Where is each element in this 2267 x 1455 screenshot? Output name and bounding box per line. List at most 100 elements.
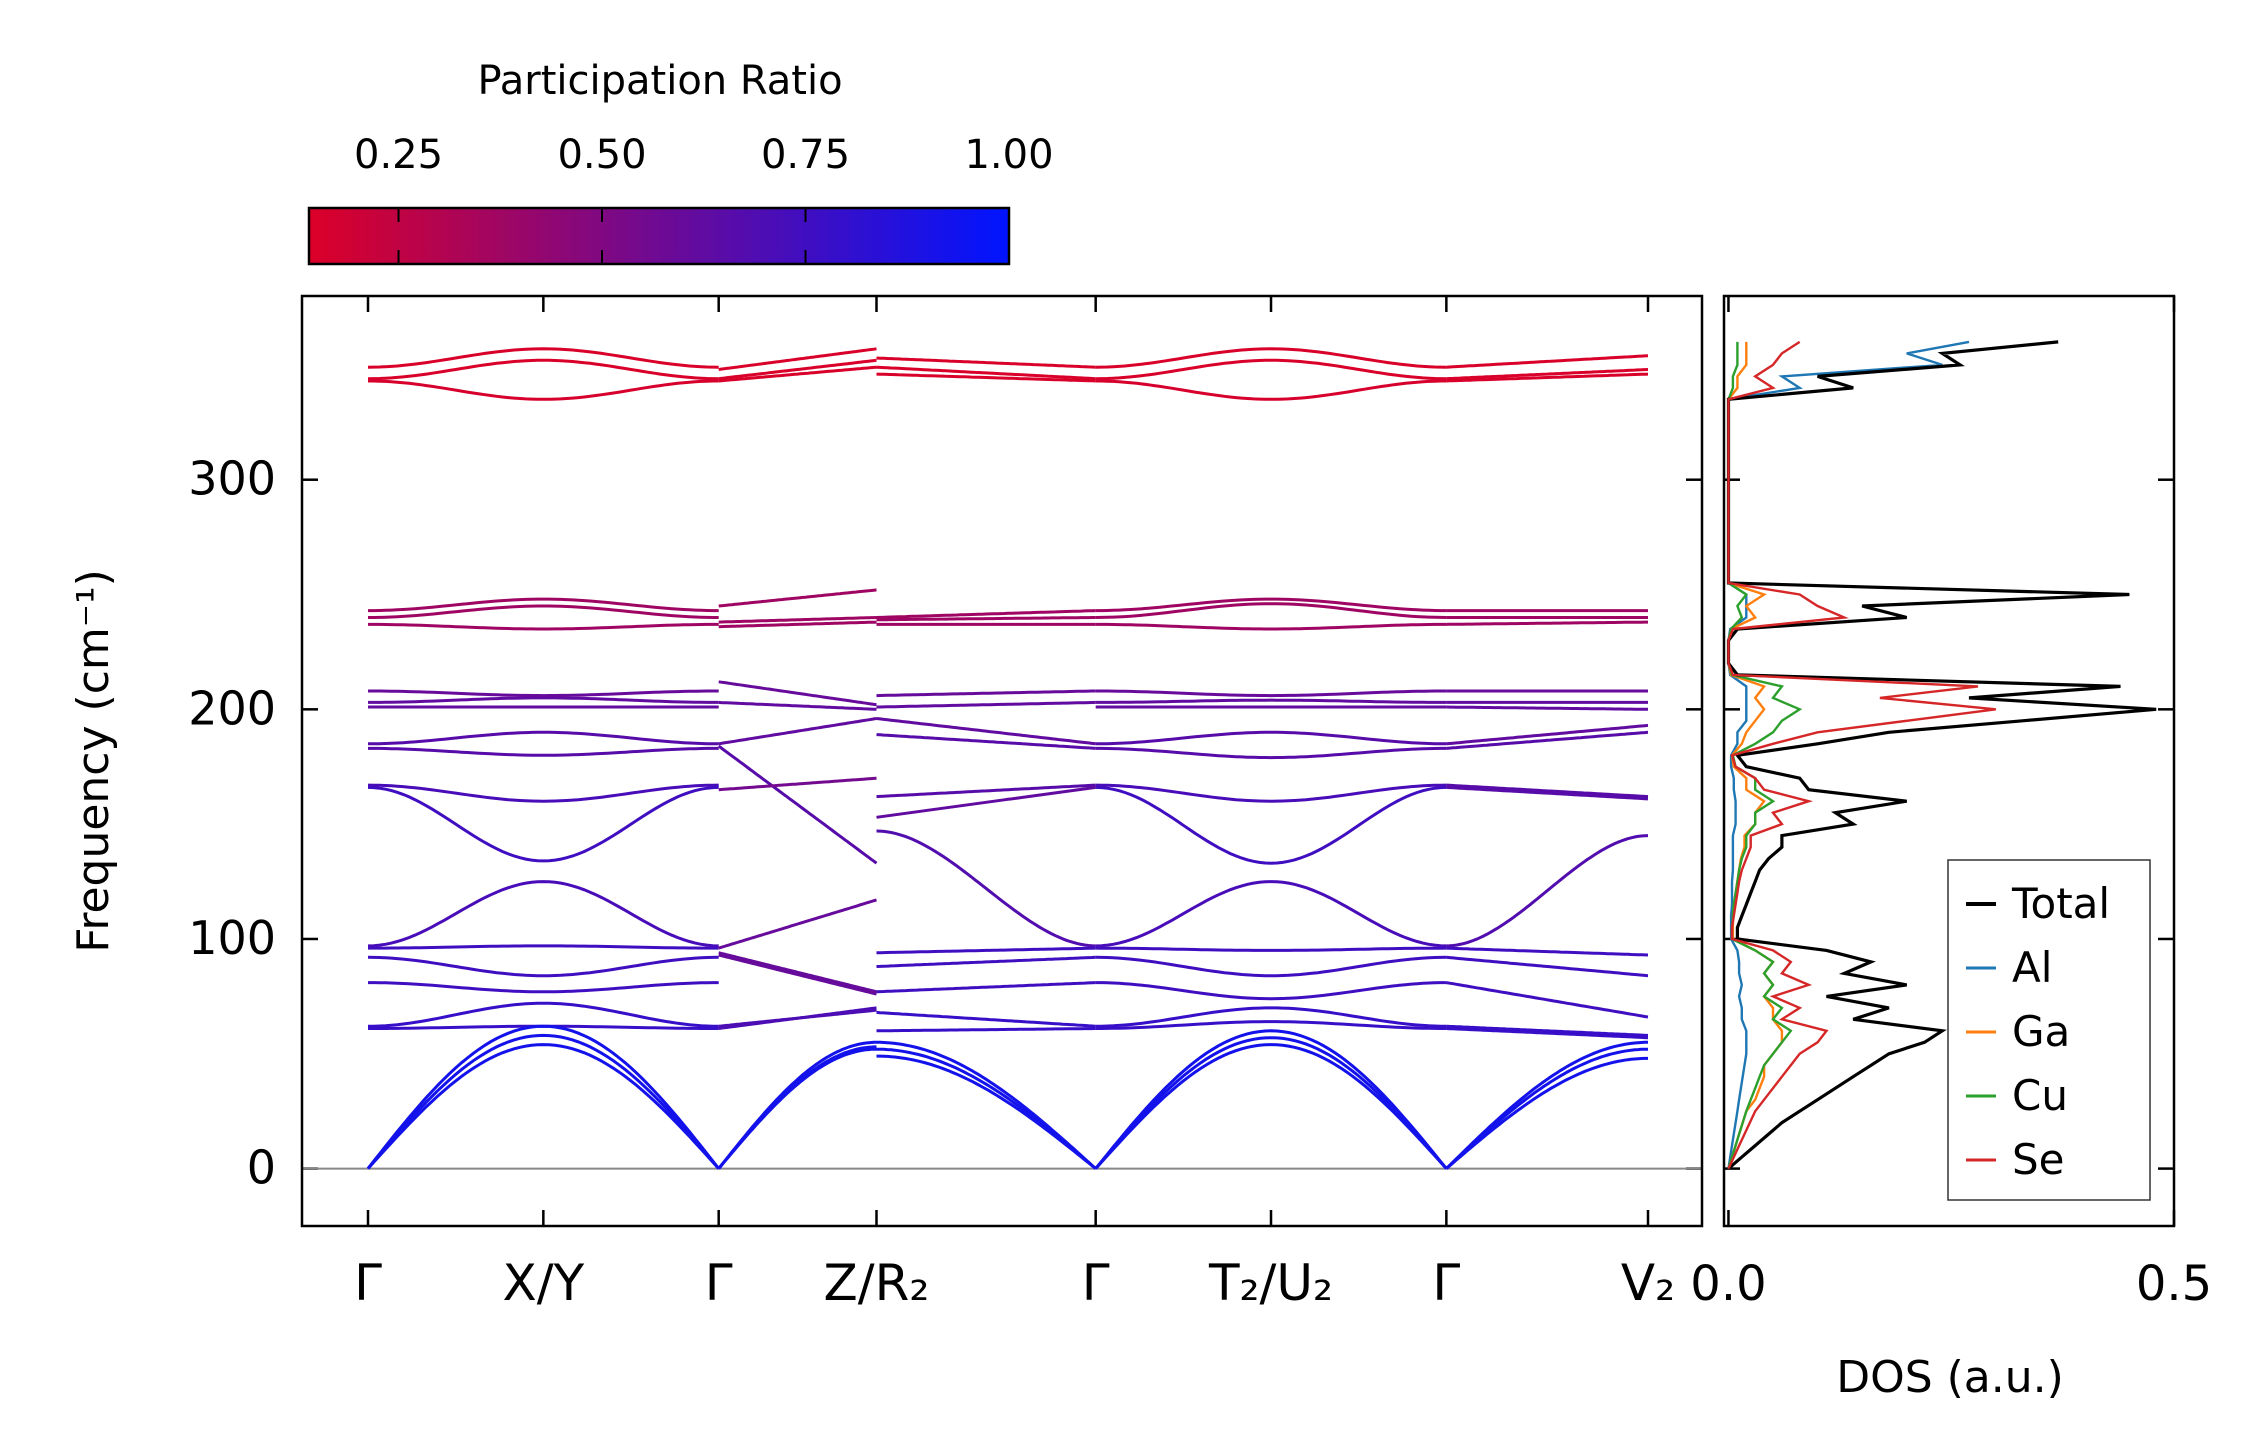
phonon-band bbox=[1446, 730, 1649, 750]
phonon-band bbox=[1095, 880, 1447, 948]
phonon-band bbox=[1446, 1024, 1649, 1037]
phonon-band bbox=[1094, 1029, 1448, 1170]
phonon-band bbox=[1095, 698, 1447, 704]
phonon-band bbox=[368, 981, 719, 994]
phonon-band bbox=[368, 379, 719, 401]
phonon-band bbox=[876, 372, 1096, 383]
phonon-band bbox=[876, 616, 1096, 622]
dos-panel-frame bbox=[1722, 294, 2176, 1228]
phonon-band bbox=[1095, 689, 1447, 698]
phonon-band bbox=[876, 946, 1096, 955]
phonon-band bbox=[1446, 354, 1649, 369]
phonon-band bbox=[1095, 946, 1447, 952]
phonon-band bbox=[876, 700, 1096, 709]
y-tick-label: 0 bbox=[247, 1141, 276, 1195]
kpath-label: T₂/U₂ bbox=[1208, 1254, 1333, 1312]
phonon-band bbox=[718, 620, 877, 629]
phonon-band bbox=[718, 717, 877, 746]
phonon-band bbox=[367, 783, 719, 803]
phonon-band bbox=[1445, 1047, 1648, 1170]
colorbar-gradient bbox=[307, 206, 1011, 266]
kpath-label: Z/R₂ bbox=[824, 1254, 930, 1312]
phonon-band bbox=[1095, 955, 1447, 978]
band-structure-panel: 0 100 200 300 Γ X/Y Γ Z/R₂ Γ T₂/U₂ Γ V₂ Frequency … bbox=[68, 294, 1704, 1312]
phonon-band bbox=[718, 588, 877, 608]
phonon-band bbox=[367, 955, 719, 978]
band-segment bbox=[717, 347, 878, 1170]
band-segment bbox=[366, 347, 720, 1170]
phonon-band bbox=[717, 1045, 877, 1170]
phonon-band bbox=[367, 880, 719, 948]
phonon-band bbox=[368, 746, 719, 757]
phonon-band bbox=[1095, 981, 1447, 1001]
phonon-band bbox=[718, 680, 877, 707]
phonon-band bbox=[368, 944, 719, 950]
phonon-band bbox=[876, 829, 1096, 948]
phonon-band bbox=[876, 1027, 1096, 1033]
band-panel-frame bbox=[300, 294, 1704, 1228]
phonon-band bbox=[876, 1010, 1096, 1028]
band-segment bbox=[1094, 347, 1448, 1170]
phonon-band bbox=[1095, 597, 1447, 613]
phonon-band bbox=[366, 1043, 720, 1170]
phonon-band bbox=[718, 951, 877, 994]
phonon-band bbox=[1095, 730, 1447, 746]
band-segment bbox=[876, 356, 1097, 1170]
phonon-band bbox=[718, 347, 877, 371]
phonon-band bbox=[367, 347, 719, 369]
phonon-band bbox=[368, 696, 719, 704]
colorbar: Participation Ratio 0.25 0.50 0.75 1.00 bbox=[307, 58, 1054, 266]
phonon-band bbox=[718, 898, 877, 950]
colorbar-tick-label: 1.00 bbox=[964, 132, 1053, 178]
phonon-band bbox=[1095, 622, 1447, 631]
phonon-band bbox=[1446, 955, 1649, 978]
phonon-band bbox=[876, 733, 1096, 750]
phonon-band bbox=[718, 1006, 877, 1030]
phonon-band bbox=[1446, 372, 1649, 383]
phonon-band bbox=[1095, 347, 1447, 369]
phonon-band bbox=[1095, 746, 1447, 760]
phonon-band bbox=[1446, 981, 1649, 1019]
phonon-band bbox=[1095, 358, 1447, 381]
y-tick-label: 300 bbox=[188, 452, 276, 506]
kpath-label: X/Y bbox=[503, 1254, 585, 1312]
phonon-band bbox=[718, 776, 877, 792]
phonon-band bbox=[1446, 783, 1649, 799]
dos-curve-se bbox=[1727, 340, 1996, 1170]
colorbar-label: Participation Ratio bbox=[477, 58, 842, 104]
phonon-band bbox=[876, 717, 1096, 746]
band-segment bbox=[1445, 354, 1649, 1170]
phonon-band bbox=[1446, 620, 1648, 626]
colorbar-ticks bbox=[397, 208, 1010, 264]
phonon-band bbox=[367, 358, 719, 381]
phonon-band bbox=[1446, 705, 1648, 711]
phonon-band bbox=[876, 1054, 1097, 1170]
phonon-band bbox=[876, 356, 1096, 369]
legend-label: Total bbox=[2011, 879, 2110, 928]
phonon-band bbox=[718, 358, 877, 381]
legend: Total Al Ga Cu Se bbox=[1947, 859, 2151, 1201]
phonon-band bbox=[718, 953, 877, 996]
legend-label: Al bbox=[2012, 943, 2052, 992]
phonon-band bbox=[876, 1047, 1097, 1170]
phonon-band bbox=[876, 955, 1096, 968]
y-tick-labels: 0 100 200 300 bbox=[188, 452, 276, 1195]
legend-label: Ga bbox=[2012, 1007, 2070, 1056]
phonon-band bbox=[1095, 602, 1447, 619]
phonon-band bbox=[718, 700, 877, 711]
phonon-band bbox=[366, 1033, 720, 1170]
phonon-band bbox=[717, 1047, 877, 1170]
legend-label: Cu bbox=[2012, 1071, 2068, 1120]
colorbar-tick-label: 0.50 bbox=[557, 132, 646, 178]
phonon-band bbox=[368, 1001, 719, 1028]
phonon-band bbox=[1095, 783, 1447, 803]
phonon-band bbox=[1095, 1006, 1447, 1028]
phonon-band bbox=[368, 622, 719, 631]
band-axis-ticks bbox=[302, 296, 1702, 1226]
kpath-label: Γ bbox=[1082, 1254, 1110, 1312]
phonon-band bbox=[1446, 785, 1649, 801]
y-tick-label: 100 bbox=[188, 911, 276, 965]
phonon-band bbox=[368, 689, 719, 698]
phonon-band bbox=[1095, 785, 1447, 865]
